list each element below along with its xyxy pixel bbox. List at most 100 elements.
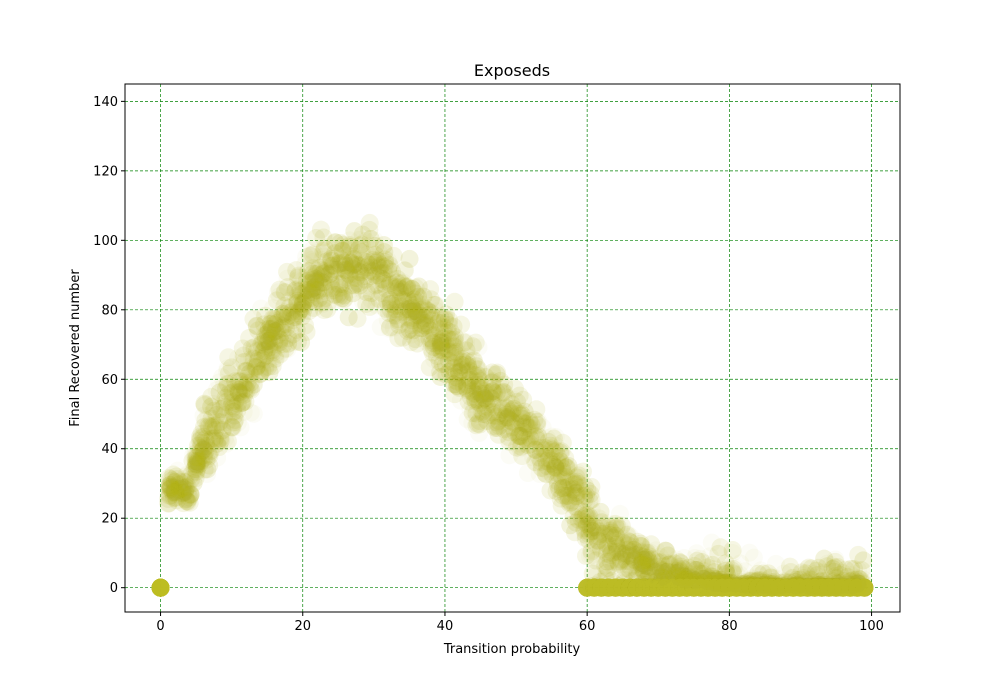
data-point [610, 504, 629, 523]
data-point [269, 336, 288, 355]
data-point [322, 251, 341, 270]
data-point [760, 576, 779, 595]
data-point [773, 577, 792, 596]
data-point [791, 574, 810, 593]
data-point [797, 577, 816, 596]
data-point [621, 575, 640, 594]
data-point [161, 477, 180, 496]
data-point [159, 484, 178, 503]
data-point [743, 576, 762, 595]
data-point [656, 541, 675, 560]
data-point [389, 310, 408, 329]
data-point [645, 554, 664, 573]
data-point [761, 575, 780, 594]
data-point [343, 284, 362, 303]
data-point [342, 253, 361, 272]
data-point [273, 309, 292, 328]
data-point [579, 506, 598, 525]
data-point [380, 288, 399, 307]
data-point [841, 572, 860, 591]
data-point [385, 305, 404, 324]
data-point [258, 332, 277, 351]
data-point [179, 481, 198, 500]
data-point [745, 576, 764, 595]
data-point [800, 578, 819, 597]
data-point [728, 573, 747, 592]
data-point [177, 465, 196, 484]
data-point [817, 576, 836, 595]
data-point [487, 365, 506, 384]
data-point [700, 547, 719, 566]
data-point [588, 531, 607, 550]
data-point [716, 561, 735, 580]
data-point [314, 247, 333, 266]
data-point [831, 578, 850, 597]
data-point [670, 561, 689, 580]
data-point [421, 325, 440, 344]
data-point [637, 554, 656, 573]
data-point [473, 381, 492, 400]
data-point [699, 578, 718, 597]
data-point [188, 457, 207, 476]
data-point [439, 344, 458, 363]
data-point [427, 302, 446, 321]
data-point [366, 253, 385, 272]
data-point [406, 279, 425, 298]
data-point [559, 486, 578, 505]
data-point [511, 434, 530, 453]
data-point [552, 469, 571, 488]
data-point [687, 561, 706, 580]
data-point [758, 577, 777, 596]
data-point [638, 563, 657, 582]
data-point [827, 569, 846, 588]
data-point [657, 554, 676, 573]
data-point [521, 418, 540, 437]
data-point [314, 278, 333, 297]
data-point [313, 273, 332, 292]
data-point [500, 402, 519, 421]
data-point [515, 402, 534, 421]
data-point [709, 571, 728, 590]
data-point [574, 512, 593, 531]
data-point [514, 390, 533, 409]
data-point [200, 417, 219, 436]
data-point [318, 259, 337, 278]
data-point [841, 566, 860, 585]
data-point [553, 469, 572, 488]
data-point [497, 419, 516, 438]
data-point [629, 543, 648, 562]
data-point [531, 436, 550, 455]
data-point [749, 577, 768, 596]
data-point [630, 564, 649, 583]
data-point [244, 376, 263, 395]
data-point [770, 578, 789, 597]
data-point [605, 566, 624, 585]
data-point [597, 571, 616, 590]
data-point [259, 319, 278, 338]
data-point [359, 252, 378, 271]
data-point [413, 329, 432, 348]
data-point [811, 578, 830, 597]
data-point [270, 329, 289, 348]
data-point [252, 299, 271, 318]
data-point [598, 538, 617, 557]
data-point [666, 563, 685, 582]
data-point [831, 574, 850, 593]
data-point [222, 396, 241, 415]
data-point [631, 536, 650, 555]
data-point [160, 484, 179, 503]
data-point [222, 383, 241, 402]
data-point [850, 578, 869, 597]
data-point [588, 519, 607, 538]
data-point [266, 344, 285, 363]
data-point [470, 394, 489, 413]
data-point [320, 265, 339, 284]
data-point [551, 489, 570, 508]
data-point [213, 368, 232, 387]
data-point [214, 377, 233, 396]
data-point [528, 448, 547, 467]
data-point [776, 571, 795, 590]
data-point [388, 292, 407, 311]
data-point [315, 281, 334, 300]
data-point [564, 507, 583, 526]
